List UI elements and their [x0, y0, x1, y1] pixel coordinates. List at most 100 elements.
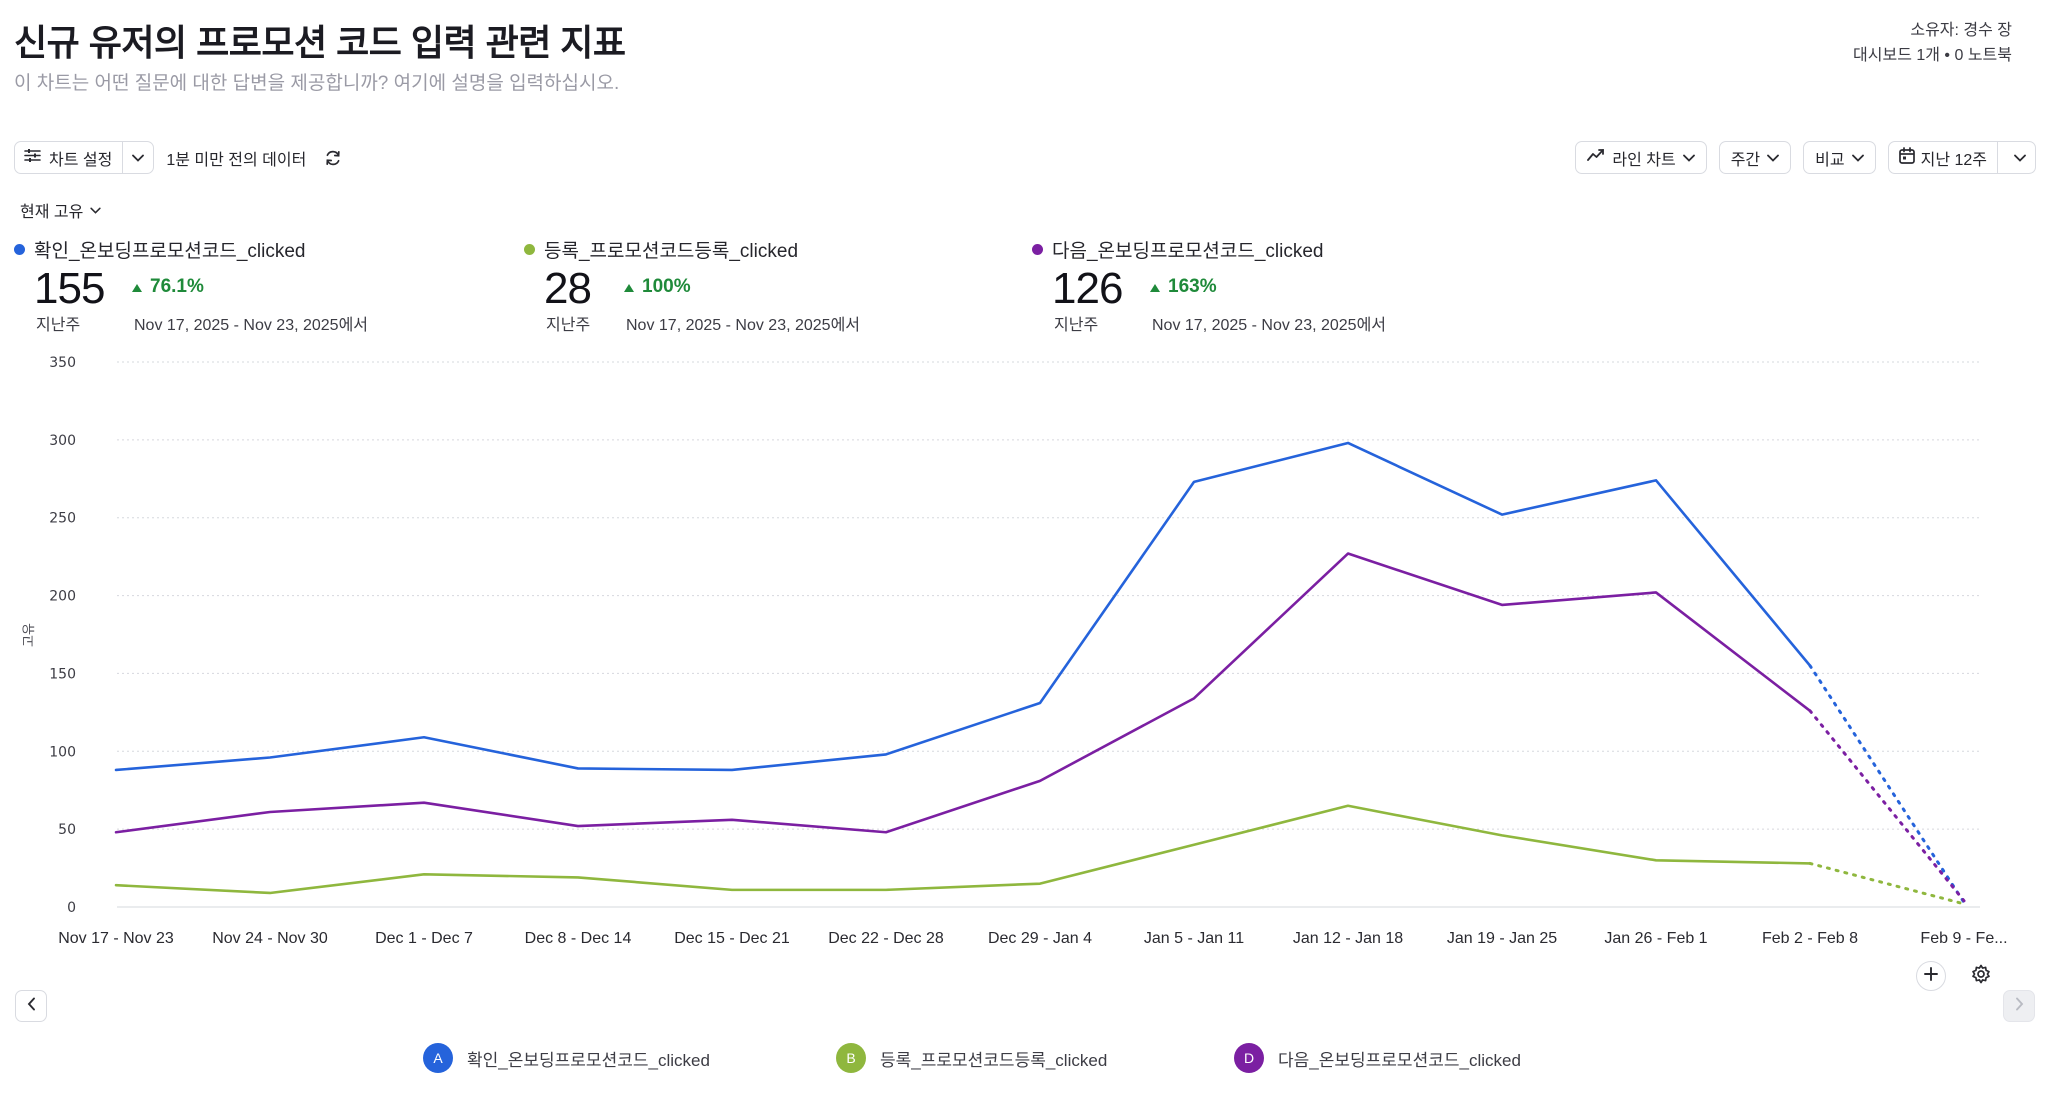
- data-point[interactable]: [1341, 547, 1355, 561]
- data-point[interactable]: [1803, 856, 1817, 870]
- x-tick-label: Feb 9 - Fe...: [1920, 930, 2007, 947]
- y-tick-label: 350: [49, 355, 76, 371]
- refresh-icon[interactable]: [324, 149, 342, 167]
- triangle-up-icon: [1150, 276, 1160, 298]
- chart-settings-button[interactable]: 차트 설정: [15, 142, 124, 173]
- interval-select[interactable]: 주간: [1718, 141, 1792, 174]
- legend-label: 확인_온보딩프로모션코드_clicked: [467, 1050, 710, 1070]
- chart-view-controls: 라인 차트 주간 비교 지난 12주: [1575, 141, 2036, 174]
- data-point[interactable]: [725, 883, 739, 897]
- metric-mode-select[interactable]: 현재 고유: [20, 198, 101, 222]
- data-point[interactable]: [109, 763, 123, 777]
- data-point[interactable]: [1033, 774, 1047, 788]
- data-point[interactable]: [1495, 598, 1509, 612]
- date-range-button[interactable]: 지난 12주: [1889, 142, 1998, 173]
- x-tick-label: Dec 15 - Dec 21: [674, 930, 790, 947]
- data-point[interactable]: [725, 813, 739, 827]
- y-axis-label: 고유: [22, 623, 37, 647]
- data-point[interactable]: [263, 886, 277, 900]
- scroll-right-button[interactable]: [2003, 990, 2035, 1022]
- data-freshness-label: 1분 미만 전의 데이터: [166, 151, 307, 169]
- chevron-down-icon: [1767, 149, 1780, 167]
- kpi-comparison-range: Nov 17, 2025 - Nov 23, 2025에서: [1152, 317, 1387, 334]
- line-chart-icon: [1587, 148, 1605, 167]
- kpi-change-label: 100%: [642, 276, 691, 297]
- triangle-up-icon: [132, 276, 142, 298]
- series-line-incomplete[interactable]: [1808, 709, 1966, 903]
- data-point[interactable]: [1341, 436, 1355, 450]
- data-point[interactable]: [1187, 475, 1201, 489]
- date-range-dropdown[interactable]: [2005, 149, 2035, 167]
- data-point[interactable]: [1033, 877, 1047, 891]
- legend-item[interactable]: D 다음_온보딩프로모션코드_clicked: [1234, 1043, 1521, 1073]
- x-tick-label: Dec 1 - Dec 7: [375, 930, 473, 947]
- data-point[interactable]: [1187, 838, 1201, 852]
- chevron-right-icon: [2015, 997, 2024, 1016]
- series-line-solid[interactable]: [114, 804, 1812, 895]
- series-line-incomplete[interactable]: [1808, 861, 1966, 906]
- data-point[interactable]: [1803, 659, 1817, 673]
- data-point[interactable]: [1033, 696, 1047, 710]
- kpi-value: 28: [544, 264, 592, 313]
- chevron-left-icon: [27, 997, 36, 1016]
- data-point[interactable]: [1649, 585, 1663, 599]
- series-line[interactable]: [109, 547, 1971, 908]
- y-tick-label: 250: [49, 511, 76, 527]
- data-point[interactable]: [1649, 853, 1663, 867]
- data-point[interactable]: [109, 878, 123, 892]
- data-point[interactable]: [1803, 704, 1817, 718]
- chart-settings-dropdown[interactable]: [123, 142, 153, 173]
- data-point[interactable]: [725, 763, 739, 777]
- data-point[interactable]: [1649, 473, 1663, 487]
- data-point[interactable]: [571, 761, 585, 775]
- series-line-incomplete[interactable]: [1808, 664, 1966, 904]
- chevron-down-icon: [90, 201, 101, 219]
- compare-label: 비교: [1815, 151, 1845, 169]
- add-annotation-button[interactable]: [1916, 961, 1946, 991]
- data-point[interactable]: [1495, 508, 1509, 522]
- data-point[interactable]: [879, 747, 893, 761]
- y-tick-label: 200: [49, 589, 76, 605]
- data-point[interactable]: [1495, 828, 1509, 842]
- chart-description[interactable]: 이 차트는 어떤 질문에 대한 답변을 제공합니까? 여기에 설명을 입력하십시…: [14, 73, 620, 94]
- kpi-period: 지난주: [36, 317, 81, 334]
- line-chart[interactable]: 0 50 100 150 200 250 300 350 고유 Nov 17 - Nov 23…: [0, 340, 2048, 970]
- series-color-dot: [14, 244, 25, 255]
- chart-settings-gear[interactable]: [1966, 961, 1996, 991]
- data-point[interactable]: [879, 825, 893, 839]
- data-point[interactable]: [1341, 799, 1355, 813]
- data-point[interactable]: [263, 805, 277, 819]
- kpi-series-name[interactable]: 확인_온보딩프로모션코드_clicked: [14, 236, 306, 263]
- x-tick-label: Dec 22 - Dec 28: [828, 930, 944, 947]
- data-point[interactable]: [879, 883, 893, 897]
- legend-item[interactable]: B 등록_프로모션코드등록_clicked: [836, 1043, 1107, 1073]
- data-point[interactable]: [417, 730, 431, 744]
- series-line-solid[interactable]: [114, 441, 1812, 772]
- data-point[interactable]: [109, 825, 123, 839]
- owner-label: 소유자: 경수 장: [1910, 22, 2012, 39]
- data-point[interactable]: [571, 819, 585, 833]
- x-tick-label: Dec 29 - Jan 4: [988, 930, 1092, 947]
- data-point[interactable]: [1187, 691, 1201, 705]
- chart-type-select[interactable]: 라인 차트: [1575, 141, 1707, 174]
- kpi-period: 지난주: [1054, 317, 1099, 334]
- data-point[interactable]: [571, 870, 585, 884]
- data-point[interactable]: [417, 796, 431, 810]
- interval-label: 주간: [1730, 151, 1761, 169]
- series-line-solid[interactable]: [114, 552, 1812, 834]
- page-title[interactable]: 신규 유저의 프로모션 코드 입력 관련 지표: [14, 22, 626, 63]
- kpi-series-name[interactable]: 등록_프로모션코드등록_clicked: [524, 236, 798, 263]
- series-color-dot: [524, 244, 535, 255]
- owner-info: 소유자: 경수 장 대시보드 1개 • 0 노트북: [1853, 18, 2012, 68]
- legend-item[interactable]: A 확인_온보딩프로모션코드_clicked: [423, 1043, 710, 1073]
- kpi-series-name[interactable]: 다음_온보딩프로모션코드_clicked: [1032, 236, 1324, 263]
- compare-select[interactable]: 비교: [1803, 141, 1876, 174]
- scroll-left-button[interactable]: [15, 990, 47, 1022]
- series-line[interactable]: [109, 436, 1971, 909]
- x-tick-label: Feb 2 - Feb 8: [1762, 930, 1858, 947]
- kpi-change: 100%: [624, 276, 691, 298]
- data-point[interactable]: [1957, 894, 1971, 908]
- series-line[interactable]: [109, 799, 1971, 911]
- data-point[interactable]: [263, 751, 277, 765]
- data-point[interactable]: [417, 867, 431, 881]
